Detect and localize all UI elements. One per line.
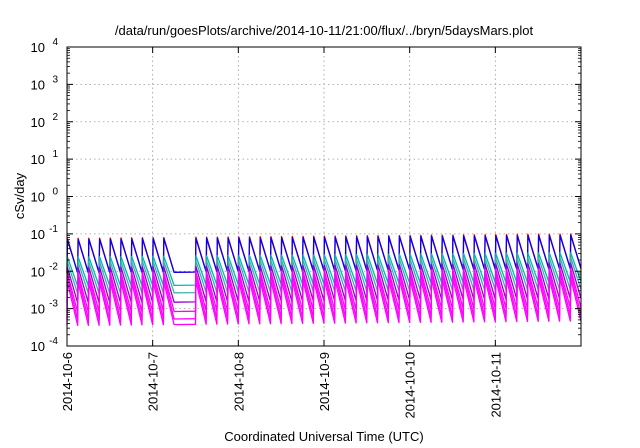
- y-tick-label: 10: [31, 152, 45, 167]
- y-tick-label: 10: [31, 264, 45, 279]
- x-tick-label: 2014-10-7: [146, 352, 161, 411]
- y-tick-exponent: -4: [49, 336, 58, 347]
- y-tick-label: 10: [31, 302, 45, 317]
- y-tick-exponent: -2: [49, 261, 58, 272]
- y-tick-label: 10: [31, 40, 45, 55]
- y-tick-exponent: 4: [52, 37, 58, 48]
- y-tick-exponent: 1: [52, 149, 58, 160]
- y-tick-exponent: -3: [49, 299, 58, 310]
- y-tick-label: 10: [31, 227, 45, 242]
- x-tick-label: 2014-10-6: [60, 352, 75, 411]
- series-group: [66, 233, 582, 327]
- y-axis-label: cSv/day: [12, 172, 27, 219]
- chart-title: /data/run/goesPlots/archive/2014-10-11/2…: [115, 23, 534, 38]
- y-tick-exponent: 2: [52, 112, 58, 123]
- x-tick-label: 2014-10-8: [231, 352, 246, 411]
- axis-ticks: 10 -4 10 -3 10 -2 10 -1 10 0 10 1 10 2 10 3 10 4 2014-10-6…: [31, 37, 581, 419]
- x-tick-label: 2014-10-10: [403, 352, 418, 419]
- y-tick-label: 10: [31, 190, 45, 205]
- y-tick-exponent: 0: [52, 187, 58, 198]
- y-tick-label: 10: [31, 77, 45, 92]
- x-tick-label: 2014-10-11: [488, 352, 503, 418]
- y-tick-exponent: 3: [52, 74, 58, 85]
- x-tick-label: 2014-10-9: [317, 352, 332, 411]
- series-line: [66, 277, 582, 327]
- x-axis-label: Coordinated Universal Time (UTC): [224, 429, 423, 444]
- y-tick-exponent: -1: [49, 224, 58, 235]
- y-tick-label: 10: [31, 115, 45, 130]
- y-tick-label: 10: [31, 339, 45, 354]
